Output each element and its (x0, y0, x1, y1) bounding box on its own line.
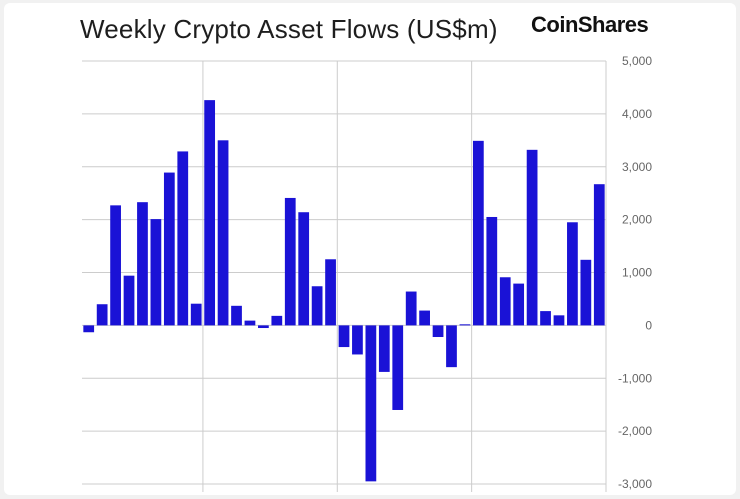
y-tick-label: 1,000 (622, 266, 652, 280)
bar (217, 140, 229, 326)
bar (204, 100, 216, 326)
bar (513, 283, 525, 326)
bar (311, 286, 323, 326)
bar (446, 325, 457, 368)
bar (258, 325, 269, 329)
bar (580, 259, 592, 326)
bar (526, 149, 538, 326)
y-tick-label: 3,000 (622, 160, 652, 174)
bar (137, 202, 148, 326)
y-tick-label: -2,000 (618, 424, 652, 438)
bar (110, 205, 121, 326)
bar (365, 325, 377, 482)
bar (419, 310, 430, 326)
bar (96, 304, 108, 326)
y-tick-label: 0 (645, 318, 652, 332)
bar (593, 184, 605, 326)
bar (378, 325, 390, 372)
bar (392, 325, 404, 410)
y-tick-label: 2,000 (622, 213, 652, 227)
bar (190, 303, 202, 326)
bar (352, 325, 363, 355)
y-tick-label: -3,000 (618, 477, 652, 491)
bar (271, 315, 283, 326)
bar (298, 212, 310, 326)
bar (163, 172, 175, 326)
bar (284, 197, 296, 326)
bar (432, 325, 444, 338)
bar (567, 222, 578, 326)
bar (553, 315, 565, 326)
bar (325, 259, 336, 326)
y-tick-label: 5,000 (622, 54, 652, 68)
bar (123, 275, 135, 326)
gridlines (82, 60, 607, 492)
bar (540, 311, 551, 326)
bar (459, 324, 471, 326)
bar (472, 140, 484, 326)
bars (83, 100, 605, 482)
bar (405, 291, 417, 326)
bar (338, 325, 350, 348)
bar (83, 325, 95, 333)
bar (244, 320, 256, 326)
brand-logo: CoinShares (531, 12, 649, 37)
bar (177, 151, 189, 326)
bar (486, 216, 498, 326)
y-tick-label: -1,000 (618, 371, 652, 385)
y-tick-label: 4,000 (622, 107, 652, 121)
y-axis-ticks: 5,000 4,000 3,000 2,000 1,000 0 -1,000 -2,000 -3… (618, 54, 652, 491)
bar (231, 305, 242, 326)
bar (150, 219, 162, 326)
chart-title: Weekly Crypto Asset Flows (US$m) (80, 14, 498, 44)
bar (499, 277, 511, 326)
